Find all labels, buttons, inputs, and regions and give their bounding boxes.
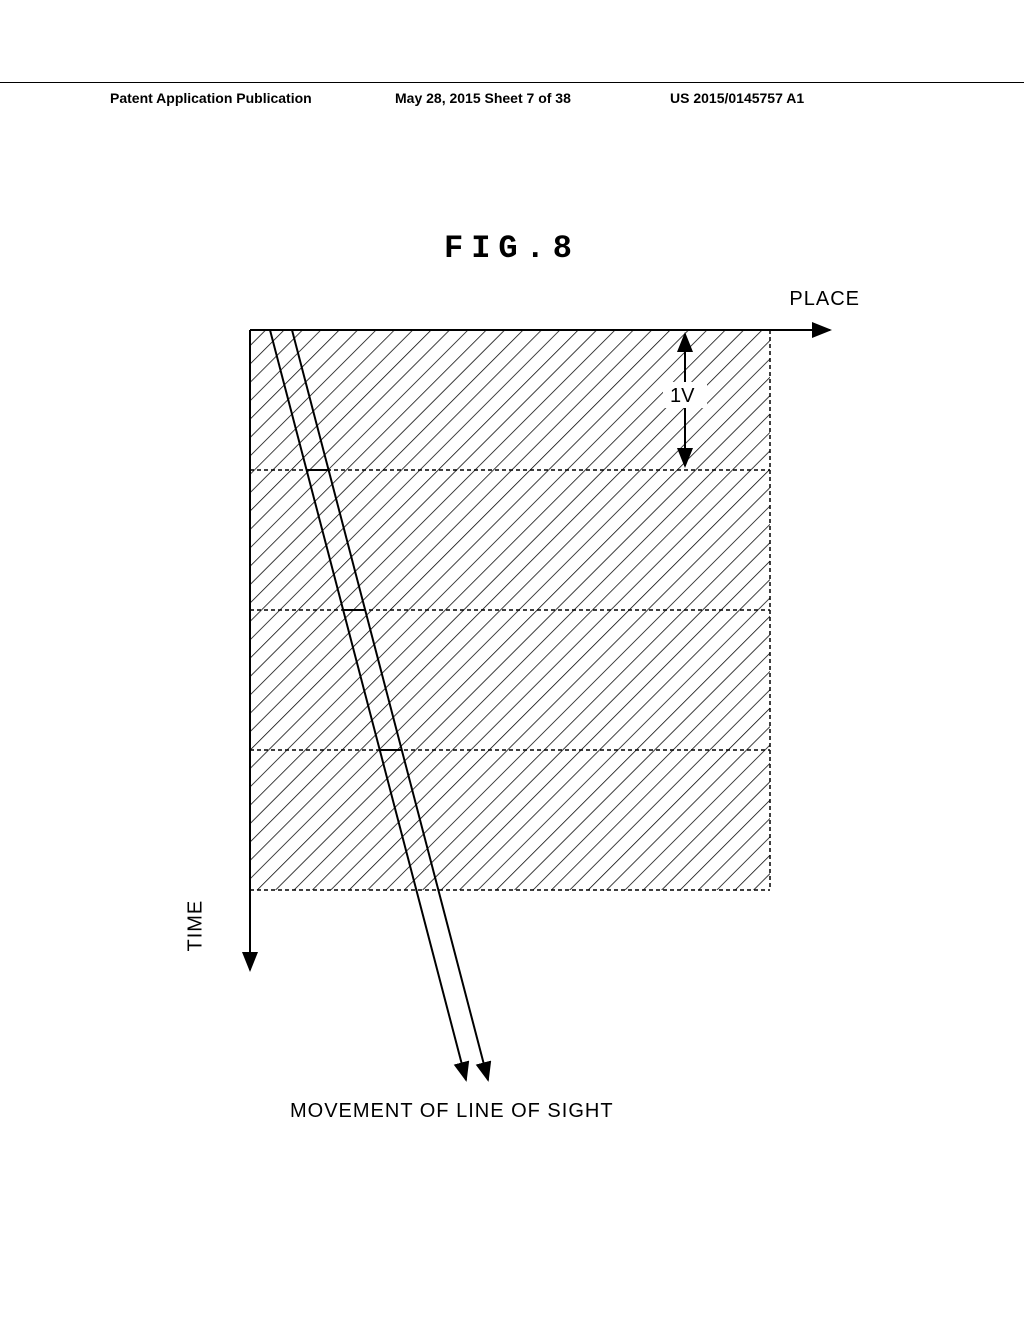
- header-patent-number: US 2015/0145757 A1: [670, 90, 804, 106]
- v-annotation: 1V: [670, 385, 695, 407]
- figure-title: FIG.8: [0, 230, 1024, 267]
- figure-svg: 1V: [230, 310, 870, 1130]
- diagram-container: PLACE TIME MOVEMENT OF LINE OF SIGHT: [110, 300, 890, 1200]
- header-date-sheet: May 28, 2015 Sheet 7 of 38: [395, 90, 571, 106]
- y-axis-label: TIME: [185, 900, 208, 952]
- header-publication: Patent Application Publication: [110, 90, 312, 106]
- x-axis-label: PLACE: [789, 288, 860, 311]
- header-rule: [0, 82, 1024, 83]
